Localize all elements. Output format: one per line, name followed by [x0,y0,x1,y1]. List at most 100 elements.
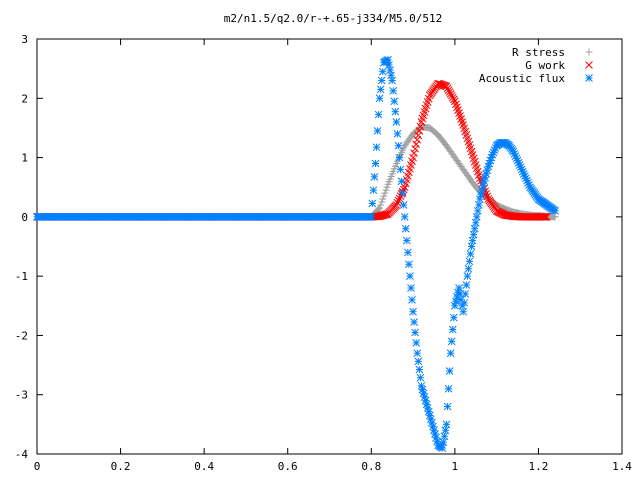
data-point [371,159,380,168]
data-point [478,186,486,195]
data-point [381,189,389,197]
data-point [540,213,549,221]
data-point [411,328,420,337]
data-point [445,88,454,96]
data-point [551,207,559,215]
data-point [447,337,456,346]
data-point [387,71,395,80]
data-point [393,130,402,138]
data-point [446,89,455,98]
data-point [459,307,468,316]
data-point [374,110,383,119]
data-point [400,213,409,221]
data-point [403,248,412,257]
data-point [408,296,416,304]
data-point [539,213,548,221]
data-point [413,349,422,358]
data-point [415,365,424,374]
x-tick-label: 0.6 [278,460,298,473]
data-point [407,284,415,292]
x-tick-label: 0.8 [361,460,381,473]
data-point [394,196,403,205]
data-point [444,86,453,94]
data-point [382,186,390,194]
legend-marker [585,48,593,56]
y-tick-label: 0 [21,211,28,224]
data-point [443,84,452,93]
data-point [369,186,378,195]
data-point [442,420,451,429]
data-point [367,213,376,221]
legend-marker [585,61,593,69]
data-point [411,144,420,153]
data-point [409,153,417,162]
data-point [445,367,454,375]
data-point [442,82,451,91]
data-point [476,195,484,203]
data-point [376,85,385,94]
x-tick-label: 1 [452,460,459,473]
x-tick-label: 0.4 [194,460,214,473]
data-point [378,198,386,206]
data-point [416,122,425,131]
data-point [388,76,397,85]
data-point [390,97,399,106]
data-point [409,307,417,316]
data-point [415,127,424,135]
data-point [401,224,410,233]
data-point [412,140,421,149]
legend-label: R stress [512,46,565,59]
data-point [448,93,457,102]
data-point [414,131,423,140]
data-point [440,432,449,441]
data-point [395,194,404,203]
data-point [463,272,472,280]
data-point [542,213,551,221]
data-point [384,55,392,64]
data-point [383,183,391,191]
data-point [377,201,385,209]
data-point [395,153,404,162]
data-point [414,357,423,366]
data-point [410,149,418,157]
series-1 [33,79,551,221]
data-point [368,199,377,208]
data-point [446,349,455,358]
data-point [392,118,401,126]
plot-frame [36,38,623,455]
data-point [389,87,398,95]
data-point [443,402,452,411]
data-point [375,94,384,103]
data-point [464,264,473,273]
data-point [441,426,450,435]
data-point [416,373,425,382]
data-point [551,213,559,221]
series-2 [33,55,559,452]
data-point [412,338,421,347]
data-point [373,127,382,135]
data-point [413,135,422,144]
data-point [448,325,457,334]
y-tick-label: -4 [15,448,29,461]
data-point [376,204,384,212]
axis-ticks: 0 0.2 0.4 0.6 0.8 1 1.2 1.4 3 2 1 0 -1 -2 -3 -4 [15,33,633,473]
data-point [541,213,550,221]
data-point [377,76,386,85]
data-point [447,91,456,100]
data-point [392,201,401,209]
data-point [451,301,459,310]
data-point [386,66,394,74]
legend-label: Acoustic flux [479,72,565,85]
y-tick-label: 3 [21,33,28,46]
data-point [466,250,475,258]
data-point [444,384,453,393]
data-point [479,181,487,190]
y-tick-label: 1 [21,152,28,165]
data-point [470,224,479,233]
data-point [396,165,405,174]
legend-label: G work [525,59,565,72]
data-point [402,236,411,245]
data-point [378,67,387,76]
